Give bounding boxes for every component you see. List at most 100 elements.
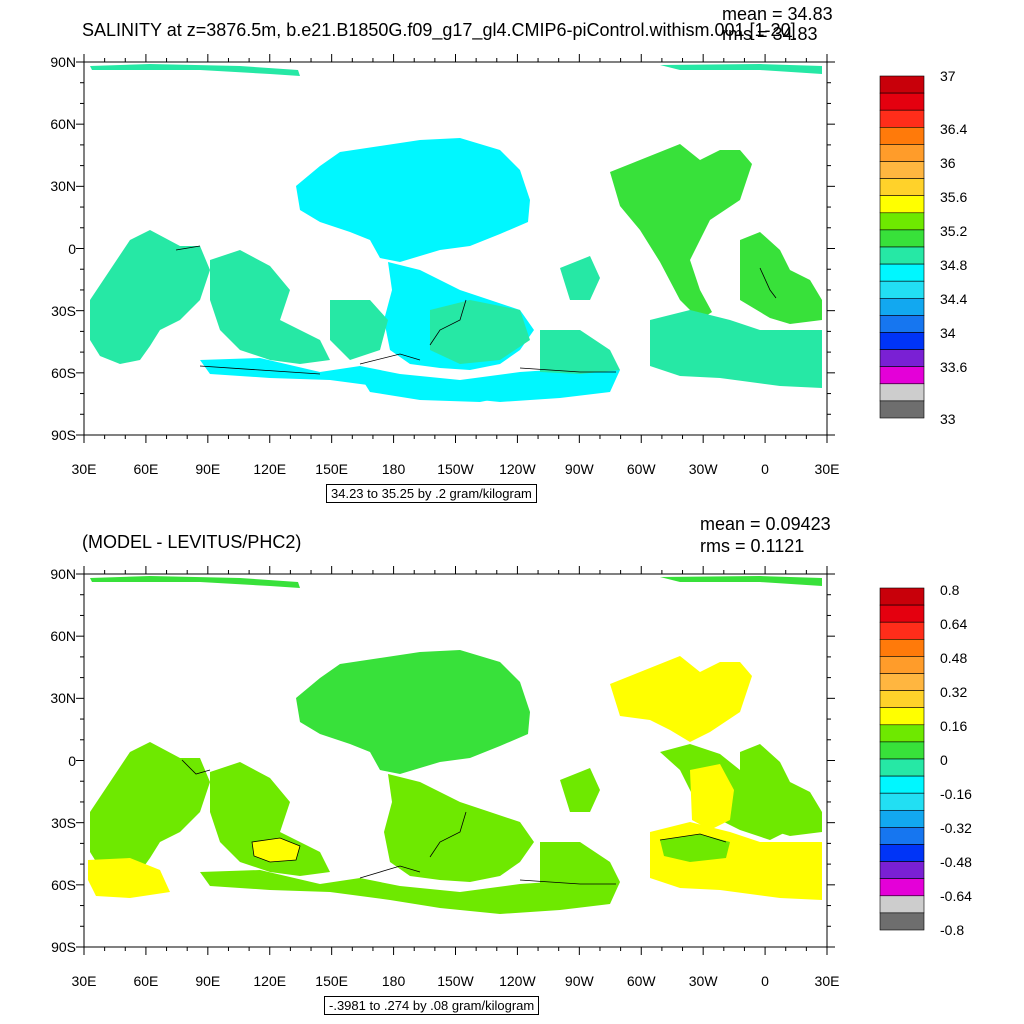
top-southeast-pacific — [430, 300, 530, 364]
top-tasman-region — [330, 300, 388, 360]
bottom-southern-atlantic-green — [660, 834, 730, 862]
bottom-colorbar-label: -0.48 — [940, 854, 972, 870]
top-colorbar-box — [879, 332, 925, 350]
top-lat-label: 30N — [50, 178, 76, 195]
top-panel-mean: mean = 34.83 — [722, 4, 833, 24]
top-lat-label: 0 — [68, 240, 76, 257]
top-lon-label: 60W — [626, 461, 656, 477]
top-atlantic-north — [610, 144, 752, 320]
bottom-indian-ocean-2 — [210, 762, 330, 876]
bottom-lon-label: 150W — [437, 973, 474, 989]
bottom-lat-label: 60N — [50, 628, 76, 645]
top-lon-label: 120W — [499, 461, 536, 477]
bottom-colorbar-box — [879, 775, 925, 794]
bottom-warm-patch-120e — [252, 838, 300, 862]
top-indian-ocean — [90, 230, 210, 364]
top-colorbar-box — [879, 161, 925, 179]
bottom-lon-label: 150E — [315, 973, 348, 989]
bottom-lat-label: 0 — [68, 752, 76, 769]
top-colorbar-box — [879, 178, 925, 197]
bottom-atlantic-south — [740, 744, 822, 836]
bottom-colorbar-label: 0 — [940, 752, 948, 768]
bottom-lon-label: 30W — [688, 973, 718, 989]
top-colorbar-label: 34.8 — [940, 257, 968, 273]
top-colorbar-box — [879, 246, 925, 265]
top-lon-label: 30E — [814, 461, 840, 477]
bottom-colorbar-box — [879, 861, 925, 879]
top-colorbar-label: 36 — [940, 155, 956, 171]
top-colorbar-box — [879, 315, 925, 333]
bottom-colorbar-label: -0.32 — [940, 820, 972, 836]
bottom-colorbar-box — [879, 638, 925, 657]
bottom-lon-label: 30E — [71, 973, 97, 989]
bottom-colorbar-box — [879, 673, 925, 691]
bottom-lon-label: 60E — [133, 973, 159, 989]
bottom-colorbar-box — [879, 604, 925, 623]
top-colorbar-label: 35.2 — [940, 223, 968, 239]
top-lat-label: 90S — [51, 427, 76, 443]
bottom-lat-label: 60S — [51, 876, 76, 893]
top-panel-rms: rms = 34.83 — [722, 24, 818, 44]
top-colorbar-box — [879, 92, 925, 111]
top-lon-label: 30E — [71, 461, 97, 477]
bottom-lon-label: 90E — [195, 973, 221, 989]
bottom-colorbar — [879, 587, 925, 931]
top-lon-label: 90E — [195, 461, 221, 477]
bottom-arctic-strip — [90, 576, 300, 588]
bottom-colorbar-box — [879, 912, 925, 931]
bottom-arctic-strip-east — [660, 576, 822, 586]
bottom-colorbar-box — [879, 809, 925, 828]
top-colorbar-label: 35.6 — [940, 189, 968, 205]
bottom-panel-mean: mean = 0.09423 — [700, 514, 831, 534]
top-lon-label: 180 — [381, 461, 406, 477]
top-colorbar — [879, 75, 925, 419]
top-panel-title: SALINITY at z=3876.5m, b.e21.B1850G.f09_… — [82, 20, 796, 40]
top-range-note: 34.23 to 35.25 by .2 gram/kilogram — [326, 484, 537, 503]
bottom-lon-label: 0 — [761, 973, 769, 989]
top-colorbar-box — [879, 127, 925, 145]
top-colorbar-box — [879, 109, 925, 128]
bottom-panel-rms: rms = 0.1121 — [700, 536, 805, 556]
top-lat-label: 60N — [50, 116, 76, 133]
top-colorbar-box — [879, 383, 925, 402]
bottom-colorbar-box — [879, 895, 925, 914]
bottom-colorbar-label: 0.48 — [940, 650, 968, 666]
top-colorbar-box — [879, 263, 925, 282]
bottom-colorbar-box — [879, 741, 925, 760]
bottom-range-note: -.3981 to .274 by .08 gram/kilogram — [324, 996, 540, 1015]
top-lon-label: 0 — [761, 461, 769, 477]
top-lon-label: 120E — [253, 461, 287, 477]
bottom-colorbar-box — [879, 792, 925, 811]
bottom-pacific-south — [384, 774, 534, 882]
bottom-colorbar-box — [879, 690, 925, 708]
bottom-colorbar-label: -0.16 — [940, 786, 972, 802]
bottom-colorbar-label: 0.16 — [940, 718, 968, 734]
top-colorbar-label: 33.6 — [940, 359, 968, 375]
top-lon-label: 90W — [564, 461, 594, 477]
bottom-colorbar-box — [879, 587, 925, 606]
bottom-colorbar-box — [879, 621, 925, 640]
top-colorbar-box — [879, 229, 925, 248]
bottom-lon-label: 90W — [564, 973, 594, 989]
bottom-atlantic-north-warm — [610, 656, 752, 742]
bottom-lon-label: 120E — [253, 973, 287, 989]
top-peru-basin — [560, 256, 600, 300]
top-contour-lines — [175, 245, 777, 375]
bottom-pacific-north — [296, 650, 530, 774]
top-colorbar-box — [879, 349, 925, 368]
bottom-atlantic-equatorial-warm — [690, 764, 734, 830]
bottom-lon-label: 30E — [814, 973, 840, 989]
top-lat-label: 30S — [51, 302, 76, 319]
axis-ticks — [76, 54, 835, 955]
top-colorbar-label: 36.4 — [940, 121, 968, 137]
bottom-colorbar-box — [879, 656, 925, 674]
top-colorbar-box — [879, 144, 925, 162]
top-lon-label: 60E — [133, 461, 159, 477]
top-pacific-north — [296, 138, 530, 262]
top-lon-label: 150W — [437, 461, 474, 477]
top-lat-label: 90N — [50, 54, 76, 70]
top-colorbar-label: 37 — [940, 68, 956, 84]
bottom-southern-band — [200, 870, 620, 914]
top-colorbar-label: 34.4 — [940, 291, 968, 307]
bottom-colorbar-label: 0.32 — [940, 684, 968, 700]
